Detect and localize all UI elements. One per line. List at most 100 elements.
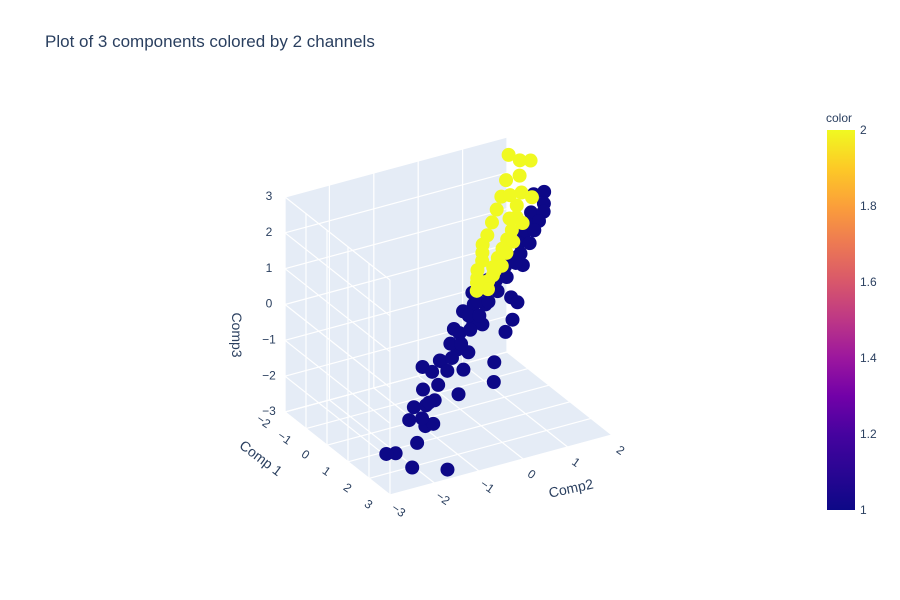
colorbar bbox=[827, 130, 855, 510]
data-point[interactable] bbox=[481, 294, 496, 309]
data-point[interactable] bbox=[486, 375, 501, 390]
gridline-x bbox=[326, 384, 550, 446]
data-point[interactable] bbox=[487, 355, 502, 370]
data-point[interactable] bbox=[451, 387, 466, 402]
data-point[interactable] bbox=[470, 294, 485, 309]
data-point[interactable] bbox=[452, 326, 467, 341]
data-point[interactable] bbox=[406, 400, 421, 415]
gridline-y bbox=[284, 411, 391, 496]
data-points bbox=[379, 147, 552, 477]
data-point[interactable] bbox=[454, 336, 469, 351]
data-point[interactable] bbox=[426, 416, 441, 431]
data-point[interactable] bbox=[487, 263, 502, 278]
gridline-z bbox=[284, 208, 508, 270]
data-point[interactable] bbox=[499, 173, 514, 188]
y-tick-label: −2 bbox=[433, 489, 453, 509]
z-tick-label: 1 bbox=[266, 261, 273, 275]
gridline-z bbox=[284, 232, 391, 317]
data-point[interactable] bbox=[509, 198, 524, 213]
z-tick-label: 0 bbox=[266, 297, 273, 311]
data-point[interactable] bbox=[510, 295, 525, 310]
data-point[interactable] bbox=[501, 147, 516, 162]
data-point[interactable] bbox=[472, 308, 487, 323]
data-point[interactable] bbox=[443, 336, 458, 351]
z-tick-label: −2 bbox=[262, 368, 276, 382]
z-tick-label: −3 bbox=[262, 404, 276, 418]
data-point[interactable] bbox=[461, 308, 476, 323]
chart-title: Plot of 3 components colored by 2 channe… bbox=[45, 32, 375, 51]
data-point[interactable] bbox=[508, 255, 523, 270]
x-tick-label: −1 bbox=[275, 428, 295, 448]
colorbar-title: color bbox=[826, 111, 853, 125]
data-point[interactable] bbox=[444, 350, 459, 365]
colorbar-tick-label: 1.6 bbox=[860, 275, 877, 289]
colorbar-tick-label: 1.2 bbox=[860, 427, 877, 441]
data-point[interactable] bbox=[524, 190, 539, 205]
colorbar-tick-label: 1 bbox=[860, 503, 867, 517]
data-point[interactable] bbox=[480, 282, 495, 297]
data-point[interactable] bbox=[514, 185, 529, 200]
data-point[interactable] bbox=[499, 270, 514, 285]
data-point[interactable] bbox=[499, 245, 514, 260]
z-tick-label: 2 bbox=[266, 225, 273, 239]
y-tick-label: 1 bbox=[569, 455, 583, 470]
data-point[interactable] bbox=[505, 312, 520, 327]
gridline-z bbox=[284, 339, 391, 424]
data-point[interactable] bbox=[405, 460, 420, 475]
z-tick-label: 3 bbox=[266, 189, 273, 203]
data-point[interactable] bbox=[422, 395, 437, 410]
x-tick-label: 1 bbox=[320, 463, 334, 478]
data-point[interactable] bbox=[440, 363, 455, 378]
data-point[interactable] bbox=[379, 446, 394, 461]
y-tick-label: −3 bbox=[389, 501, 409, 521]
data-point[interactable] bbox=[456, 362, 471, 377]
data-point[interactable] bbox=[416, 382, 430, 397]
data-point[interactable] bbox=[440, 462, 455, 477]
background-planes bbox=[285, 137, 612, 495]
data-point[interactable] bbox=[512, 153, 527, 168]
data-point[interactable] bbox=[431, 377, 446, 392]
data-point[interactable] bbox=[502, 211, 517, 226]
data-point[interactable] bbox=[410, 435, 425, 450]
x-tick-label: 2 bbox=[341, 480, 355, 495]
data-point[interactable] bbox=[469, 283, 484, 298]
data-point[interactable] bbox=[527, 223, 542, 238]
gridline-z bbox=[284, 243, 508, 306]
colorbar-tick-label: 2 bbox=[860, 123, 867, 137]
gridline-z bbox=[284, 196, 391, 281]
y-tick-label: 0 bbox=[525, 467, 539, 482]
floor-plane bbox=[285, 352, 612, 495]
gridline-x bbox=[389, 434, 613, 496]
gridline-y bbox=[462, 363, 568, 448]
data-point[interactable] bbox=[506, 234, 521, 249]
data-point[interactable] bbox=[425, 364, 440, 379]
data-point[interactable] bbox=[415, 411, 430, 426]
data-point[interactable] bbox=[485, 215, 499, 230]
axis-title-comp3: Comp3 bbox=[229, 312, 245, 357]
data-point[interactable] bbox=[503, 188, 517, 203]
axis-title-comp1: Comp 1 bbox=[237, 437, 286, 479]
axis-title-comp2: Comp2 bbox=[547, 476, 595, 501]
gridline-z bbox=[284, 136, 508, 198]
data-point[interactable] bbox=[515, 216, 530, 231]
data-point[interactable] bbox=[489, 202, 504, 217]
colorbar-tick-label: 1.8 bbox=[860, 199, 877, 213]
colorbar-tick-label: 1.4 bbox=[860, 351, 877, 365]
data-point[interactable] bbox=[523, 153, 538, 168]
gridline-z bbox=[284, 375, 391, 460]
gridline-x bbox=[284, 351, 508, 413]
data-point[interactable] bbox=[537, 184, 552, 199]
y-tick-label: 2 bbox=[614, 443, 628, 458]
gridline-z bbox=[284, 268, 391, 353]
gridline-y bbox=[506, 351, 613, 436]
data-point[interactable] bbox=[402, 413, 417, 428]
y-tick-label: −1 bbox=[478, 477, 498, 497]
x-tick-label: 0 bbox=[299, 447, 313, 462]
data-point[interactable] bbox=[498, 324, 513, 339]
gridline-z bbox=[284, 304, 391, 388]
data-point[interactable] bbox=[512, 168, 527, 183]
data-point[interactable] bbox=[463, 322, 478, 337]
data-point[interactable] bbox=[522, 236, 537, 251]
gridline-z bbox=[284, 172, 508, 234]
